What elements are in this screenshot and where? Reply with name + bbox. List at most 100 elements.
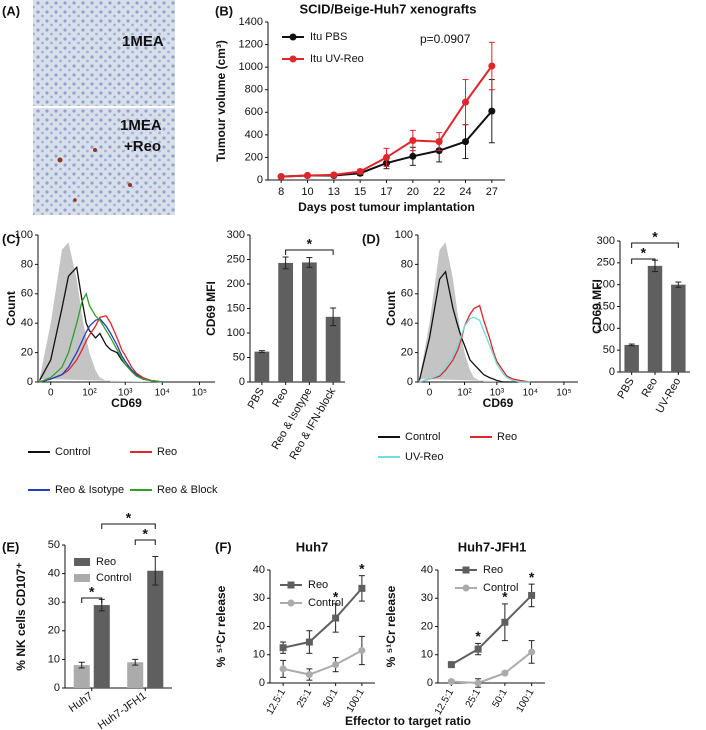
series-line [450,594,533,666]
y-tick-label: 20 [48,625,60,637]
y-tick-label: 0 [27,376,33,388]
micrograph [33,108,175,215]
marker [287,581,295,589]
marker [279,644,287,652]
y-tick-label: 0 [427,677,433,689]
y-axis-label: Count [4,291,18,326]
histogram-line [419,316,531,383]
y-tick-label: 1200 [239,38,263,50]
x-tick-label: 8 [278,186,284,198]
bar [302,262,317,382]
y-tick-label: 10 [421,649,433,661]
marker [383,153,390,161]
y-axis-label: CD69 MFI [204,281,218,336]
x-tick-label: 12.5:1 [265,687,289,717]
x-tick-label: 12.5:1 [433,687,457,717]
histogram-area [419,242,531,382]
panel-label: (B) [215,3,233,18]
significance-bracket [81,597,103,603]
y-axis-label: Tumour volume (cm³) [214,40,228,162]
y-tick-label: 250 [597,257,615,269]
chart-title: SCID/Beige-Huh7 xenografts [300,1,477,16]
y-tick-label: 1400 [239,16,263,28]
x-tick-label: 17 [380,186,392,198]
y-tick-label: 0 [407,376,413,388]
x-tick-label: 100:1 [345,687,367,715]
bar [147,570,164,688]
y-tick-label: 60 [21,288,33,300]
y-tick-label: 10 [48,653,60,665]
x-tick-label: 10³ [490,388,505,399]
y-tick-label: 40 [21,317,33,329]
marker [287,599,295,607]
y-tick-label: 50 [48,539,60,551]
legend-label: Control [483,582,518,594]
histogram-area [39,242,163,382]
marker [462,138,469,146]
x-tick-label: 10³ [118,388,133,399]
y-tick-label: 200 [245,151,263,163]
y-tick-label: 80 [21,258,33,270]
y-tick-label: 40 [401,317,413,329]
legend-label: UV-Reo [405,451,444,463]
marker [289,55,297,63]
significance: * [529,569,535,585]
y-tick-label: 30 [421,592,433,604]
significance-bracket [631,242,679,248]
y-axis-label: CD69 MFI [590,279,604,334]
y-tick-label: 150 [597,300,615,312]
panel-label: (D) [362,231,380,246]
x-tick-label: 100:1 [514,687,536,715]
x-tick-label: 13 [328,186,340,198]
significance-bracket [631,258,656,264]
y-tick-label: 600 [245,106,263,118]
x-tick-label: 50:1 [490,687,509,710]
marker [528,648,536,656]
y-tick-label: 400 [245,129,263,141]
series-line [451,651,533,685]
y-tick-label: 30 [48,596,60,608]
x-tick-label: Huh7-JFH1 [96,690,149,730]
y-tick-label: 800 [245,84,263,96]
y-tick-label: 50 [233,351,245,363]
x-axis-label: CD69 [483,396,514,410]
y-tick-label: 200 [227,278,245,290]
series-line [282,649,363,676]
y-tick-label: 100 [227,327,245,339]
x-axis-label: Effector to target ratio [345,714,471,728]
x-tick-label: 25:1 [295,687,314,710]
y-tick-label: 40 [48,568,60,580]
chart-title: Huh7 [296,539,329,554]
histogram-line [39,318,163,383]
legend-swatch [74,574,90,582]
marker [279,665,287,673]
significance: * [143,526,149,542]
stain-dot [73,198,77,202]
significance: * [333,589,339,605]
y-axis-label: % NK cells CD107⁺ [14,562,28,670]
marker [462,98,469,106]
y-tick-label: 300 [227,229,245,241]
legend-label: Control [96,572,131,584]
x-tick-label: 20 [407,186,419,198]
x-tick-label: 25:1 [464,687,483,710]
x-tick-label: 0 [427,388,433,399]
y-tick-label: 100 [395,229,413,241]
x-tick-label: 10⁵ [192,388,207,399]
significance-bracket [134,539,156,545]
panel-label: (F) [215,539,232,554]
stain-dot [57,157,63,163]
marker [277,173,285,181]
x-tick-label: PBS [615,376,636,401]
marker [332,614,340,622]
series-line [282,587,363,649]
bar [671,284,686,372]
stain-dot [128,183,132,187]
marker [409,152,417,160]
y-tick-label: 100 [597,322,615,334]
y-tick-label: 40 [253,564,265,576]
significance: * [475,628,481,644]
bar [325,316,341,382]
